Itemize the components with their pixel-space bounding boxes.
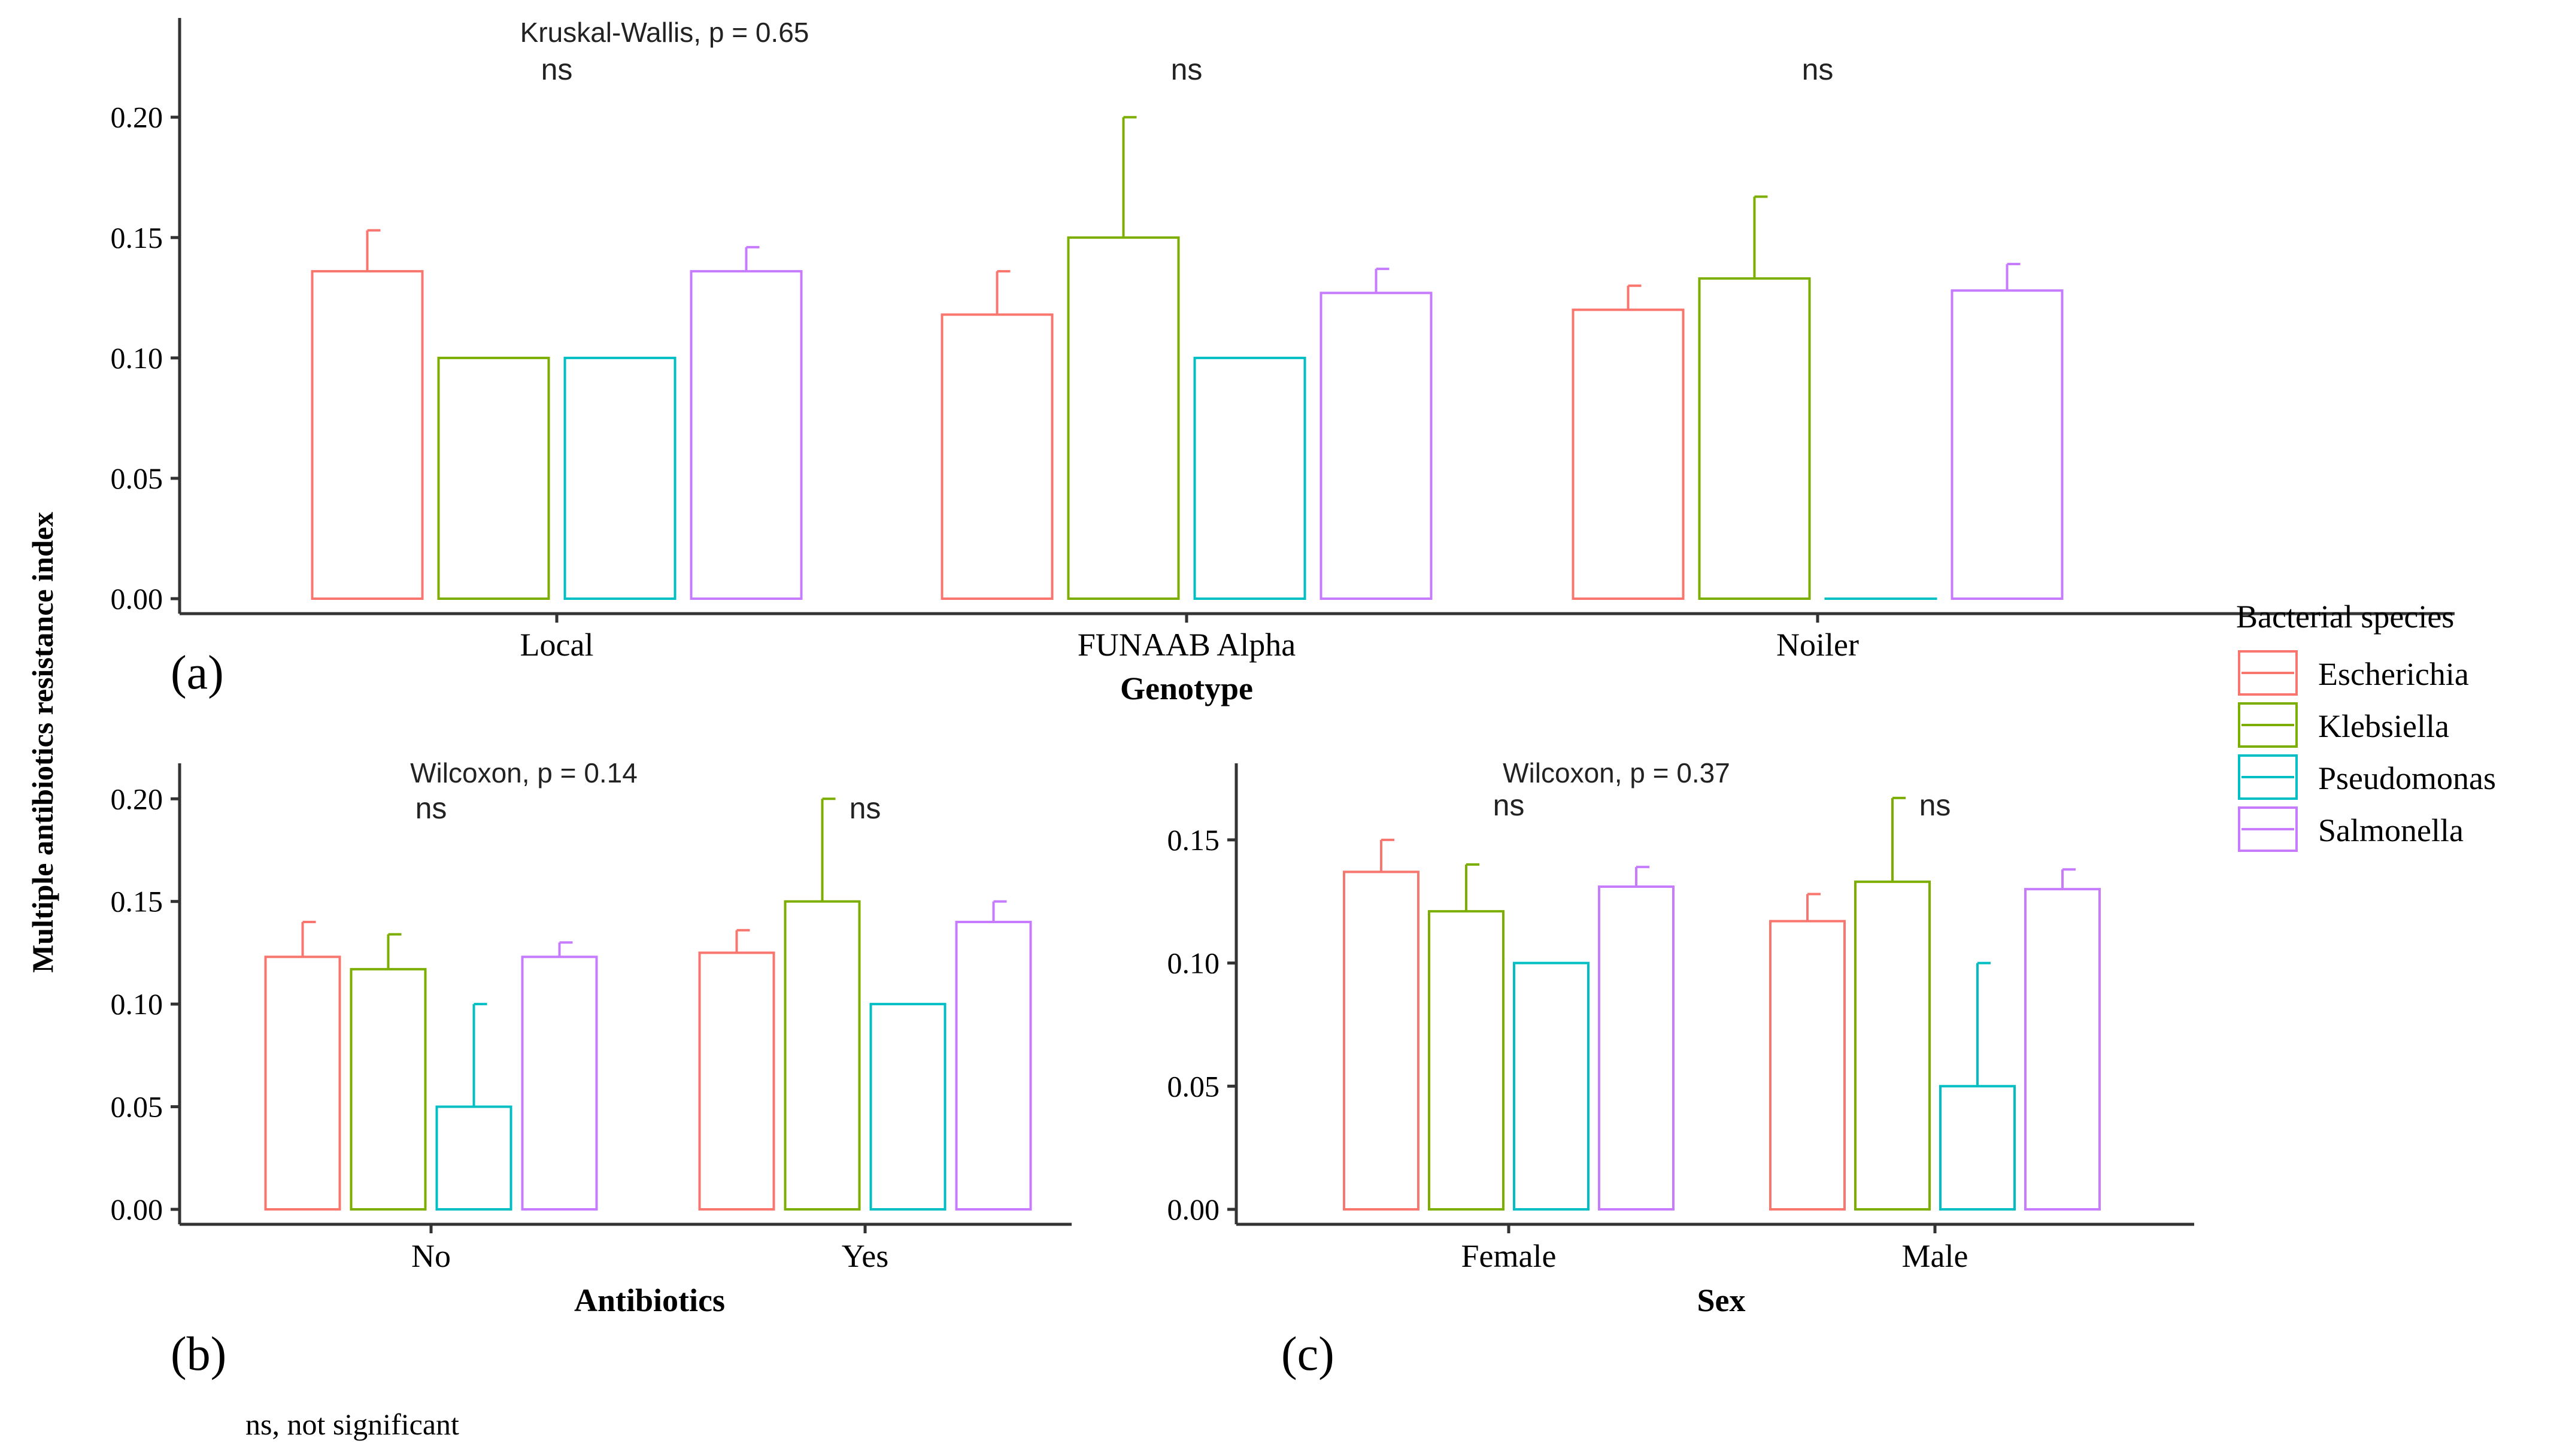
footnote: ns, not significant xyxy=(245,1408,459,1441)
y-axis-label: Multiple antibiotics resistance index xyxy=(26,512,59,973)
significance-label: ns xyxy=(1919,788,1951,822)
panel-label: (a) xyxy=(171,647,224,699)
y-tick-label: 0.20 xyxy=(111,782,163,815)
bar-salmonella xyxy=(955,921,1032,1211)
y-tick-label: 0.05 xyxy=(111,1090,163,1124)
y-tick-label: 0.10 xyxy=(111,987,163,1021)
x-axis-title: Sex xyxy=(1697,1282,1746,1318)
bar-klebsiella xyxy=(1698,277,1811,600)
x-category-label: FUNAAB Alpha xyxy=(1078,627,1296,663)
x-category-label: Local xyxy=(520,627,594,663)
y-tick-label: 0.15 xyxy=(111,885,163,918)
bar-klebsiella xyxy=(1067,236,1180,600)
panel-a-chart: 0.00 0.05 0.10 0.15 0.20 Local ns FUNAAB Alpha n… xyxy=(111,17,2455,706)
y-tick-label: 0.10 xyxy=(1167,947,1220,980)
bar-escherichia xyxy=(264,956,341,1211)
legend-label-klebsiella: Klebsiella xyxy=(2318,708,2449,744)
bar-escherichia xyxy=(698,951,775,1211)
significance-label: ns xyxy=(1493,788,1525,822)
bar-escherichia xyxy=(1343,870,1419,1211)
x-axis-title: Antibiotics xyxy=(574,1282,725,1318)
bar-klebsiella xyxy=(1428,910,1504,1211)
bar-pseudomonas xyxy=(563,356,677,600)
statistical-test-label: Wilcoxon, p = 0.14 xyxy=(410,757,638,788)
bar-salmonella xyxy=(1320,292,1433,600)
legend: Bacterial species Escherichia Klebsiella… xyxy=(2236,599,2496,852)
statistical-test-label: Kruskal-Wallis, p = 0.65 xyxy=(520,17,809,48)
bar-salmonella xyxy=(521,956,598,1211)
y-tick-label: 0.20 xyxy=(111,101,163,134)
significance-label: ns xyxy=(415,791,447,825)
bar-pseudomonas xyxy=(869,1003,947,1211)
significance-label: ns xyxy=(541,53,573,86)
bar-salmonella xyxy=(1598,885,1675,1211)
bar-escherichia xyxy=(1769,920,1846,1211)
bar-klebsiella xyxy=(1854,880,1931,1211)
panel-label: (c) xyxy=(1281,1328,1334,1381)
y-tick-label: 0.00 xyxy=(111,582,163,615)
x-category-label: Male xyxy=(1902,1238,1968,1274)
x-category-label: Female xyxy=(1461,1238,1557,1274)
y-tick-label: 0.15 xyxy=(1167,823,1220,857)
y-tick-label: 0.15 xyxy=(111,221,163,254)
legend-label-salmonella: Salmonella xyxy=(2318,812,2464,848)
x-category-label: No xyxy=(411,1238,451,1274)
x-category-label: Noiler xyxy=(1776,627,1859,663)
significance-label: ns xyxy=(1802,53,1834,86)
bar-pseudomonas xyxy=(1193,356,1306,600)
bar-escherichia xyxy=(941,313,1054,600)
bar-klebsiella xyxy=(437,356,550,600)
bar-salmonella xyxy=(690,270,803,600)
bar-klebsiella xyxy=(350,967,427,1211)
bar-escherichia xyxy=(1572,308,1685,600)
y-tick-label: 0.00 xyxy=(1167,1193,1220,1226)
significance-label: ns xyxy=(1171,53,1203,86)
legend-label-escherichia: Escherichia xyxy=(2318,656,2469,692)
panel-c-chart: 0.000.050.100.15FemalensMalensWilcoxon, … xyxy=(1167,757,2194,1381)
bar-salmonella xyxy=(2024,888,2101,1211)
y-tick-label: 0.05 xyxy=(1167,1069,1220,1103)
bar-salmonella xyxy=(1951,289,2064,600)
bar-pseudomonas xyxy=(1513,961,1590,1211)
bar-klebsiella xyxy=(784,900,861,1211)
y-tick-label: 0.05 xyxy=(111,462,163,495)
legend-title: Bacterial species xyxy=(2236,599,2454,635)
legend-label-pseudomonas: Pseudomonas xyxy=(2318,760,2496,796)
bar-pseudomonas xyxy=(1939,1085,2016,1211)
statistical-test-label: Wilcoxon, p = 0.37 xyxy=(1503,757,1730,788)
y-tick-label: 0.10 xyxy=(111,341,163,375)
bar-pseudomonas xyxy=(435,1105,512,1211)
bar-escherichia xyxy=(311,270,424,600)
panel-label: (b) xyxy=(171,1328,226,1381)
significance-label: ns xyxy=(850,791,881,825)
x-axis-title: Genotype xyxy=(1120,671,1253,706)
x-category-label: Yes xyxy=(842,1238,889,1274)
y-tick-label: 0.00 xyxy=(111,1193,163,1226)
